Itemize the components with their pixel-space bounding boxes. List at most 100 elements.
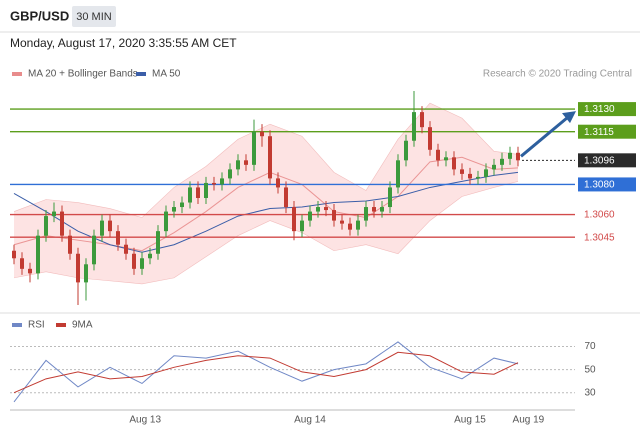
legend-label: 9MA (72, 320, 93, 331)
candle-body (148, 253, 152, 259)
candle-body (484, 169, 488, 177)
candle-body (204, 182, 208, 198)
candle-body (236, 160, 240, 170)
candle-body (460, 169, 464, 174)
candle-body (348, 223, 352, 230)
candle-body (196, 187, 200, 198)
forecast-arrowhead (562, 111, 576, 124)
interval[interactable]: 30 MIN (76, 11, 112, 23)
candle-body (108, 220, 112, 232)
candle-body (84, 264, 88, 283)
candle-body (412, 112, 416, 141)
candle-body (516, 152, 520, 161)
candle-body (172, 207, 176, 212)
candle-body (228, 169, 232, 179)
x-tick-label: Aug 14 (294, 415, 326, 426)
legend-swatch (56, 323, 66, 327)
candle-body (244, 160, 248, 165)
candle-body (364, 207, 368, 221)
candle-body (316, 207, 320, 212)
legend-label: MA 50 (152, 69, 181, 80)
bollinger-lower (13, 181, 519, 285)
candle-body (300, 220, 304, 232)
candle-body (476, 176, 480, 179)
candle-body (60, 211, 64, 236)
level-label: 1.3096 (584, 155, 615, 166)
candle-body (156, 231, 160, 254)
ma50-line (13, 171, 519, 253)
candle-body (28, 268, 32, 274)
candle-body (428, 127, 432, 150)
candle-body (92, 235, 96, 265)
candle-body (212, 182, 216, 185)
y-tick-label: 30 (584, 387, 596, 398)
candle-body (308, 211, 312, 221)
candle-body (340, 220, 344, 224)
candle-body (332, 210, 336, 221)
y-tick-label: 50 (584, 364, 596, 375)
level-box (578, 124, 636, 139)
credit: Research © 2020 Trading Central (483, 69, 632, 80)
legend-swatch (12, 72, 22, 76)
candle-body (444, 157, 448, 161)
candle-body (420, 112, 424, 128)
x-tick-label: Aug 13 (129, 415, 161, 426)
candle-body (36, 235, 40, 274)
candle-body (132, 253, 136, 269)
candle-body (284, 187, 288, 208)
level-label: 1.3130 (584, 104, 615, 115)
candle-body (124, 244, 128, 254)
level-box (578, 177, 636, 192)
legend-label: RSI (28, 320, 45, 331)
candle-body (500, 158, 504, 165)
candle-body (468, 173, 472, 179)
legend-label: MA 20 + Bollinger Bands (28, 69, 138, 80)
symbol: GBP/USD (10, 8, 69, 23)
bollinger-fill (14, 103, 518, 284)
candle-body (452, 157, 456, 170)
forecast-arrow (520, 115, 569, 158)
candle-body (356, 220, 360, 230)
level-label: 1.3060 (584, 210, 615, 221)
candle-body (396, 160, 400, 188)
candle-body (20, 258, 24, 269)
candle-body (252, 131, 256, 165)
candle-body (380, 207, 384, 212)
candle-body (276, 178, 280, 188)
candle-body (260, 131, 264, 137)
candle-body (220, 178, 224, 185)
level-label: 1.3080 (584, 180, 615, 191)
level-box (578, 153, 636, 168)
candle-body (164, 211, 168, 232)
y-tick-label: 70 (584, 341, 596, 352)
legend-swatch (136, 72, 146, 76)
candle-body (100, 220, 104, 236)
candle-body (116, 231, 120, 245)
x-tick-label: Aug 19 (513, 415, 545, 426)
candle-body (436, 149, 440, 161)
interval-box[interactable] (72, 6, 116, 27)
candle-body (508, 152, 512, 159)
candle-body (188, 187, 192, 203)
level-box (578, 102, 636, 117)
candle-body (76, 253, 80, 283)
candle-body (268, 136, 272, 179)
level-label: 1.3045 (584, 232, 615, 243)
candle-body (52, 211, 56, 217)
candle-body (372, 207, 376, 212)
rsi-line (13, 351, 519, 394)
candle-body (292, 207, 296, 232)
candle-body (68, 235, 72, 254)
candle-body (12, 250, 16, 259)
candle-body (492, 164, 496, 170)
bollinger-upper (13, 102, 519, 218)
candle-body (44, 216, 48, 236)
candle-body (180, 202, 184, 208)
legend-swatch (12, 323, 22, 327)
datetime: Monday, August 17, 2020 3:35:55 AM CET (10, 36, 237, 50)
candle-body (388, 187, 392, 208)
rsi-line (13, 341, 519, 403)
candle-body (140, 258, 144, 269)
level-label: 1.3115 (584, 127, 614, 138)
candle-body (404, 140, 408, 161)
